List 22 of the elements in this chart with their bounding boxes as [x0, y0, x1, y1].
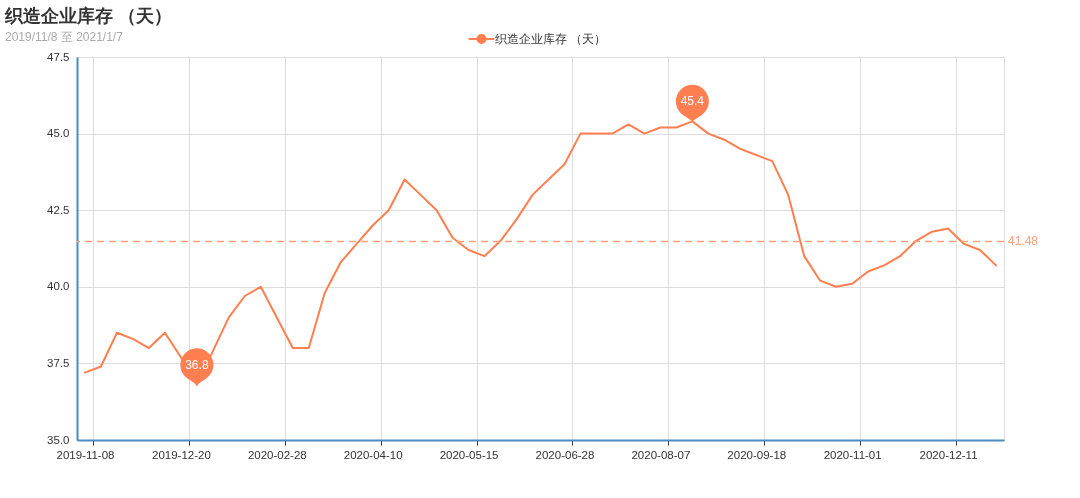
- annotation: 45.4: [680, 94, 705, 109]
- y-tick-label: 45.0: [47, 127, 70, 140]
- chart-subtitle: 2019/11/8 至 2021/1/7: [5, 30, 124, 44]
- x-tick-label: 2019-12-20: [151, 448, 211, 461]
- x-tick-label: 2020-09-18: [727, 448, 787, 461]
- x-tick-label: 2019-11-08: [56, 448, 115, 461]
- x-tick-label: 2020-08-07: [631, 448, 691, 461]
- x-tick-label: 2020-06-28: [535, 448, 595, 461]
- annotation: 36.8: [185, 357, 209, 372]
- x-tick-label: 2020-02-28: [247, 448, 307, 461]
- y-tick-label: 47.5: [47, 50, 70, 63]
- x-tick-label: 2020-05-15: [439, 448, 499, 461]
- ref-line-label: 41.48: [1008, 234, 1039, 249]
- y-tick-label: 42.5: [47, 203, 70, 216]
- legend-label: 织造企业库存 （天）: [494, 32, 606, 46]
- y-tick-label: 40.0: [47, 280, 70, 293]
- x-tick-label: 2020-04-10: [343, 448, 403, 461]
- chart-title: 织造企业库存 （天）: [4, 6, 173, 26]
- x-tick-label: 2020-11-01: [823, 448, 882, 461]
- y-tick-label: 37.5: [47, 356, 70, 369]
- y-tick-label: 35.0: [47, 433, 70, 446]
- x-tick-label: 2020-12-11: [919, 448, 978, 461]
